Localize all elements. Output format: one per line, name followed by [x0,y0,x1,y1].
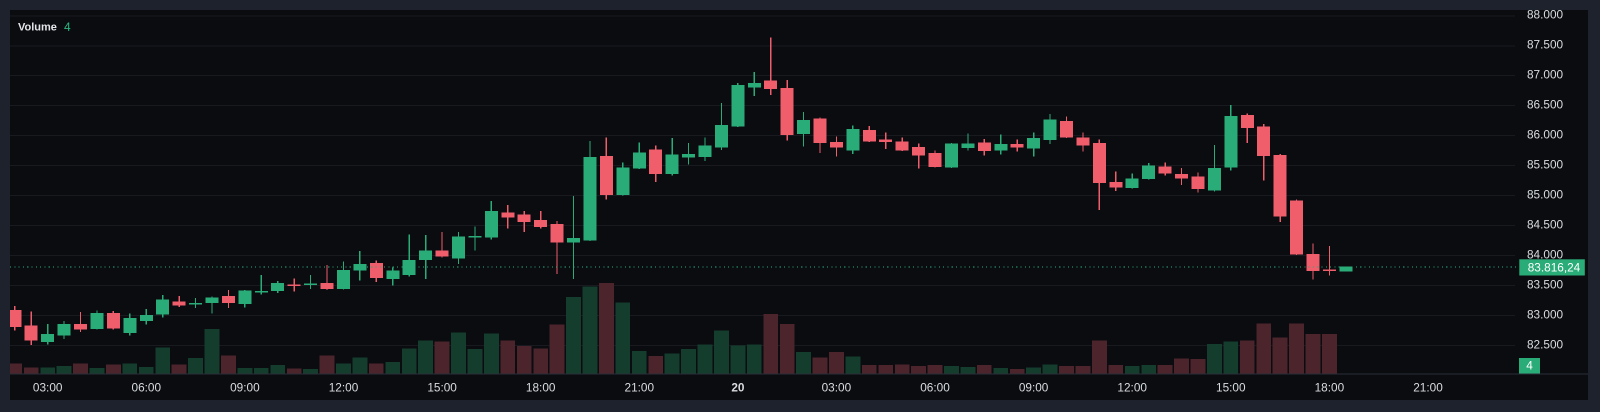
svg-text:09:00: 09:00 [230,380,260,394]
svg-text:82.500: 82.500 [1527,337,1564,351]
svg-text:06:00: 06:00 [920,380,950,394]
svg-text:Volume: Volume [18,22,57,34]
svg-text:84.000: 84.000 [1527,247,1564,261]
svg-text:83.500: 83.500 [1527,277,1564,291]
svg-text:86.500: 86.500 [1527,98,1564,112]
svg-text:87.500: 87.500 [1527,38,1564,52]
svg-text:18:00: 18:00 [526,380,556,394]
svg-text:03:00: 03:00 [822,380,852,394]
svg-text:15:00: 15:00 [1216,380,1246,394]
svg-text:09:00: 09:00 [1019,380,1049,394]
svg-text:18:00: 18:00 [1315,380,1345,394]
svg-text:21:00: 21:00 [625,380,655,394]
svg-text:12:00: 12:00 [329,380,359,394]
svg-text:4: 4 [64,20,71,34]
svg-text:06:00: 06:00 [132,380,162,394]
svg-text:15:00: 15:00 [427,380,457,394]
svg-text:87.000: 87.000 [1527,68,1564,82]
svg-text:86.000: 86.000 [1527,128,1564,142]
svg-text:4: 4 [1526,359,1533,373]
svg-text:83.000: 83.000 [1527,307,1564,321]
svg-text:85.000: 85.000 [1527,187,1564,201]
svg-text:85.500: 85.500 [1527,158,1564,172]
svg-text:03:00: 03:00 [33,380,63,394]
svg-text:83.816,24: 83.816,24 [1528,260,1581,274]
svg-text:20: 20 [731,380,745,394]
svg-text:12:00: 12:00 [1117,380,1147,394]
svg-text:21:00: 21:00 [1413,380,1443,394]
svg-text:88.000: 88.000 [1527,8,1564,22]
svg-text:84.500: 84.500 [1527,217,1564,231]
